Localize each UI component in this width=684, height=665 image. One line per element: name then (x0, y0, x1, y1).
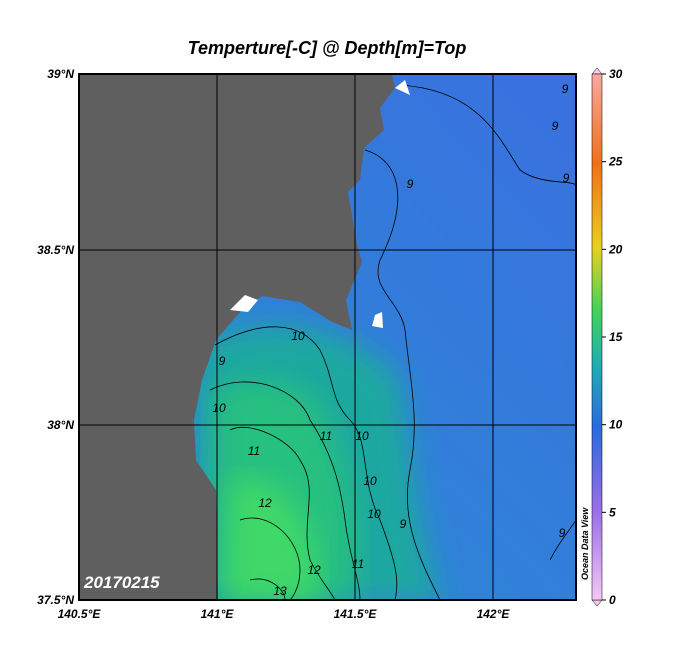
contour-label: 13 (273, 584, 287, 598)
contour-label: 10 (367, 507, 381, 521)
lon-label: 140.5°E (58, 607, 102, 621)
contour-label: 9 (559, 526, 566, 540)
contour-label: 10 (291, 329, 305, 343)
land (79, 74, 395, 600)
contour-label: 9 (562, 82, 569, 96)
contour-label: 10 (355, 429, 369, 443)
map-area: 9 9 9 9 10 9 10 11 11 10 10 12 10 11 12 13 9 9 (79, 74, 576, 600)
lat-label: 39°N (47, 67, 74, 81)
contour-label: 12 (258, 496, 272, 510)
colorbar-tick-label: 25 (608, 155, 623, 169)
colorbar-tick-label: 5 (609, 505, 616, 519)
colorbar (591, 73, 603, 601)
contour-label: 9 (563, 171, 570, 185)
lon-label: 141.5°E (334, 607, 378, 621)
no-data (230, 80, 410, 328)
contour-label: 10 (363, 474, 377, 488)
lat-label: 38.5°N (37, 243, 74, 257)
colorbar-tick-label: 10 (609, 418, 623, 432)
contour-label: 9 (400, 517, 407, 531)
title: Temperture[-C] @ Depth[m]=Top (188, 38, 467, 58)
lat-label: 38°N (47, 418, 74, 432)
map-frame (78, 73, 577, 601)
contour-label: 10 (212, 401, 226, 415)
contour-label: 12 (307, 563, 321, 577)
watermark: Ocean Data View (580, 507, 590, 580)
colorbar-tick-label: 0 (609, 593, 616, 607)
contour-label: 11 (352, 557, 364, 571)
colorbar-tick-label: 20 (608, 242, 623, 256)
contour-label: 11 (320, 429, 332, 443)
contour-label: 9 (407, 177, 414, 191)
lon-label: 141°E (201, 607, 235, 621)
warm-core (225, 478, 320, 600)
contour-label: 9 (219, 354, 226, 368)
graticule (79, 74, 576, 600)
contour-label: 11 (248, 444, 260, 458)
colorbar-tick-label: 30 (609, 67, 623, 81)
colorbar-tick-label: 15 (609, 330, 623, 344)
lat-label: 37.5°N (37, 593, 74, 607)
date-label: 20170215 (83, 573, 160, 592)
contour-label: 9 (552, 119, 559, 133)
lon-label: 142°E (477, 607, 511, 621)
contour-labels: 9 9 9 9 10 9 10 11 11 10 10 12 10 11 12 13 9 9 (212, 82, 569, 598)
contours (209, 84, 576, 600)
